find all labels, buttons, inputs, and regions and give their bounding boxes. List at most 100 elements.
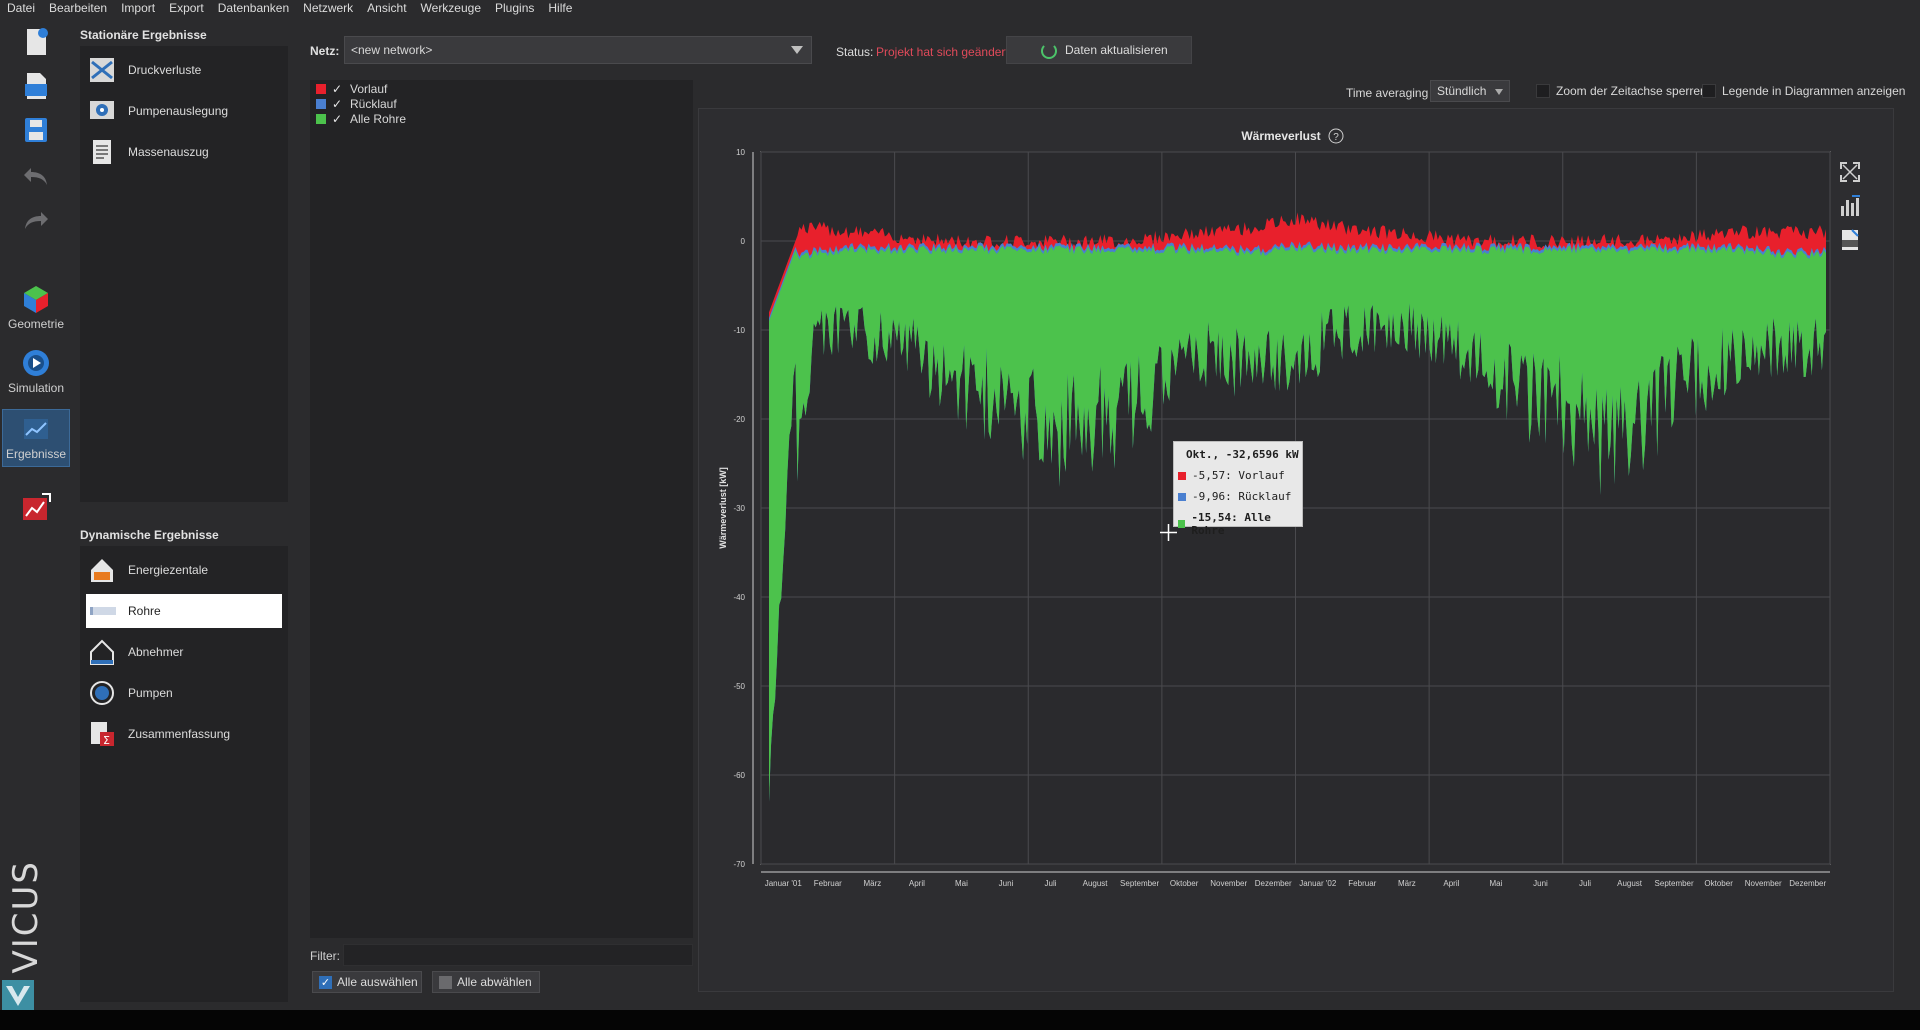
pipe-icon — [88, 597, 116, 625]
time-averaging-value: Stündlich — [1437, 84, 1487, 98]
menu-datei[interactable]: Datei — [7, 1, 36, 15]
lock-zoom-label: Zoom der Zeitachse sperren — [1556, 84, 1707, 98]
stationary-results-panel: Druckverluste Pumpenauslegung Massenausz… — [80, 46, 288, 502]
checkmark-icon[interactable]: ✓ — [332, 112, 343, 126]
nav-item-label: Zusammenfassung — [128, 727, 231, 741]
simulation-mode-button[interactable]: Simulation — [2, 342, 70, 400]
select-all-button[interactable]: ✓ Alle auswählen — [312, 971, 422, 993]
y-tick-label: 0 — [741, 237, 746, 246]
y-tick-label: -30 — [733, 504, 745, 513]
export-results-button[interactable] — [2, 488, 70, 528]
new-file-icon — [27, 28, 48, 55]
time-averaging-select[interactable]: Stündlich — [1430, 80, 1510, 102]
show-legend-option[interactable]: Legende in Diagrammen anzeigen — [1702, 84, 1905, 98]
menu-bar: Datei Bearbeiten Import Export Datenbank… — [0, 0, 1920, 16]
y-tick-label: -70 — [733, 860, 745, 869]
menu-import[interactable]: Import — [121, 1, 156, 15]
x-tick-label: Juni — [1533, 879, 1548, 888]
x-tick-label: Mai — [1489, 879, 1502, 888]
nav-item-label: Druckverluste — [128, 63, 202, 77]
show-legend-label: Legende in Diagrammen anzeigen — [1722, 84, 1906, 98]
bar-chart-icon[interactable] — [1838, 194, 1862, 218]
x-tick-label: Dezember — [1255, 879, 1292, 888]
results-chart-icon — [24, 419, 48, 439]
simulation-label: Simulation — [7, 381, 65, 395]
series-item-vorlauf[interactable]: ✓ Vorlauf — [316, 82, 387, 96]
x-tick-label: August — [1083, 879, 1109, 888]
dynamic-results-heading: Dynamische Ergebnisse — [80, 528, 219, 542]
nav-item-abnehmer[interactable]: Abnehmer — [86, 635, 282, 669]
tooltip-row-text: -5,57: Vorlauf — [1192, 469, 1285, 482]
left-toolbar: Geometrie Simulation Ergebnisse — [0, 16, 72, 1016]
fullscreen-icon[interactable] — [1838, 160, 1862, 184]
checkbox-unchecked-icon — [439, 975, 452, 989]
tooltip-row-ruecklauf: -9,96: Rücklauf — [1178, 490, 1291, 503]
y-axis-label: Wärmeverlust [kW] — [718, 467, 728, 549]
x-tick-label: Dezember — [1789, 879, 1826, 888]
checkmark-icon[interactable]: ✓ — [332, 82, 343, 96]
lock-zoom-option[interactable]: Zoom der Zeitachse sperren — [1536, 84, 1707, 98]
open-project-button[interactable] — [2, 66, 70, 106]
deselect-all-button[interactable]: Alle abwählen — [432, 971, 540, 993]
filter-label: Filter: — [310, 949, 340, 963]
csv-export-icon[interactable] — [1838, 228, 1862, 252]
x-tick-label: März — [1398, 879, 1416, 888]
network-label: Netz: — [310, 44, 340, 58]
new-project-button[interactable] — [2, 22, 70, 62]
menu-hilfe[interactable]: Hilfe — [548, 1, 573, 15]
network-select[interactable]: <new network> — [344, 36, 812, 64]
nav-item-pumpen[interactable]: Pumpen — [86, 676, 282, 710]
nav-item-druckverluste[interactable]: Druckverluste — [86, 53, 282, 87]
menu-plugins[interactable]: Plugins — [495, 1, 535, 15]
series-label: Rücklauf — [350, 97, 397, 111]
select-all-label: Alle auswählen — [337, 975, 418, 989]
checkmark-icon[interactable]: ✓ — [332, 97, 343, 111]
consumer-icon — [88, 638, 116, 666]
export-chart-icon — [23, 493, 51, 520]
series-color-swatch — [316, 84, 326, 94]
results-mode-button[interactable]: Ergebnisse — [2, 409, 70, 467]
menu-export[interactable]: Export — [169, 1, 204, 15]
simulation-gear-icon — [23, 350, 49, 376]
geometry-mode-button[interactable]: Geometrie — [2, 278, 70, 336]
help-icon[interactable] — [1328, 128, 1344, 144]
nav-item-label: Energiezentale — [128, 563, 209, 577]
status-value: Projekt hat sich geändert — [876, 45, 1009, 59]
area-series-vorlauf[interactable] — [769, 212, 1826, 322]
pressure-loss-icon — [88, 56, 116, 84]
nav-item-pumpenauslegung[interactable]: Pumpenauslegung — [86, 94, 282, 128]
y-tick-label: -10 — [733, 326, 745, 335]
nav-item-energiezentale[interactable]: Energiezentale — [86, 553, 282, 587]
x-tick-label: März — [863, 879, 881, 888]
x-tick-label: Juli — [1045, 879, 1057, 888]
nav-item-zusammenfassung[interactable]: Σ Zusammenfassung — [86, 717, 282, 751]
menu-bearbeiten[interactable]: Bearbeiten — [49, 1, 108, 15]
nav-item-massenauszug[interactable]: Massenauszug — [86, 135, 282, 169]
save-icon — [25, 118, 47, 142]
undo-button[interactable] — [2, 158, 70, 194]
help-icon-mark: ? — [1333, 132, 1339, 143]
menu-netzwerk[interactable]: Netzwerk — [303, 1, 354, 15]
tooltip-swatch — [1178, 471, 1186, 480]
time-averaging-label: Time averaging — [1346, 86, 1429, 100]
area-series-alle-rohre[interactable] — [769, 244, 1826, 802]
nav-item-label: Rohre — [128, 604, 161, 618]
status-bar — [0, 1010, 1920, 1030]
series-item-alle-rohre[interactable]: ✓ Alle Rohre — [316, 112, 406, 126]
pump-icon — [88, 679, 116, 707]
menu-datenbanken[interactable]: Datenbanken — [217, 1, 290, 15]
show-legend-checkbox[interactable] — [1702, 84, 1716, 98]
series-item-ruecklauf[interactable]: ✓ Rücklauf — [316, 97, 397, 111]
lock-zoom-checkbox[interactable] — [1536, 84, 1550, 98]
menu-ansicht[interactable]: Ansicht — [367, 1, 407, 15]
redo-button[interactable] — [2, 202, 70, 238]
menu-werkzeuge[interactable]: Werkzeuge — [420, 1, 482, 15]
tooltip-swatch — [1178, 492, 1186, 501]
redo-icon — [25, 212, 48, 229]
refresh-data-button[interactable]: Daten aktualisieren — [1006, 36, 1192, 64]
save-button[interactable] — [2, 110, 70, 150]
nav-item-rohre[interactable]: Rohre — [86, 594, 282, 628]
filter-input[interactable] — [343, 944, 693, 966]
